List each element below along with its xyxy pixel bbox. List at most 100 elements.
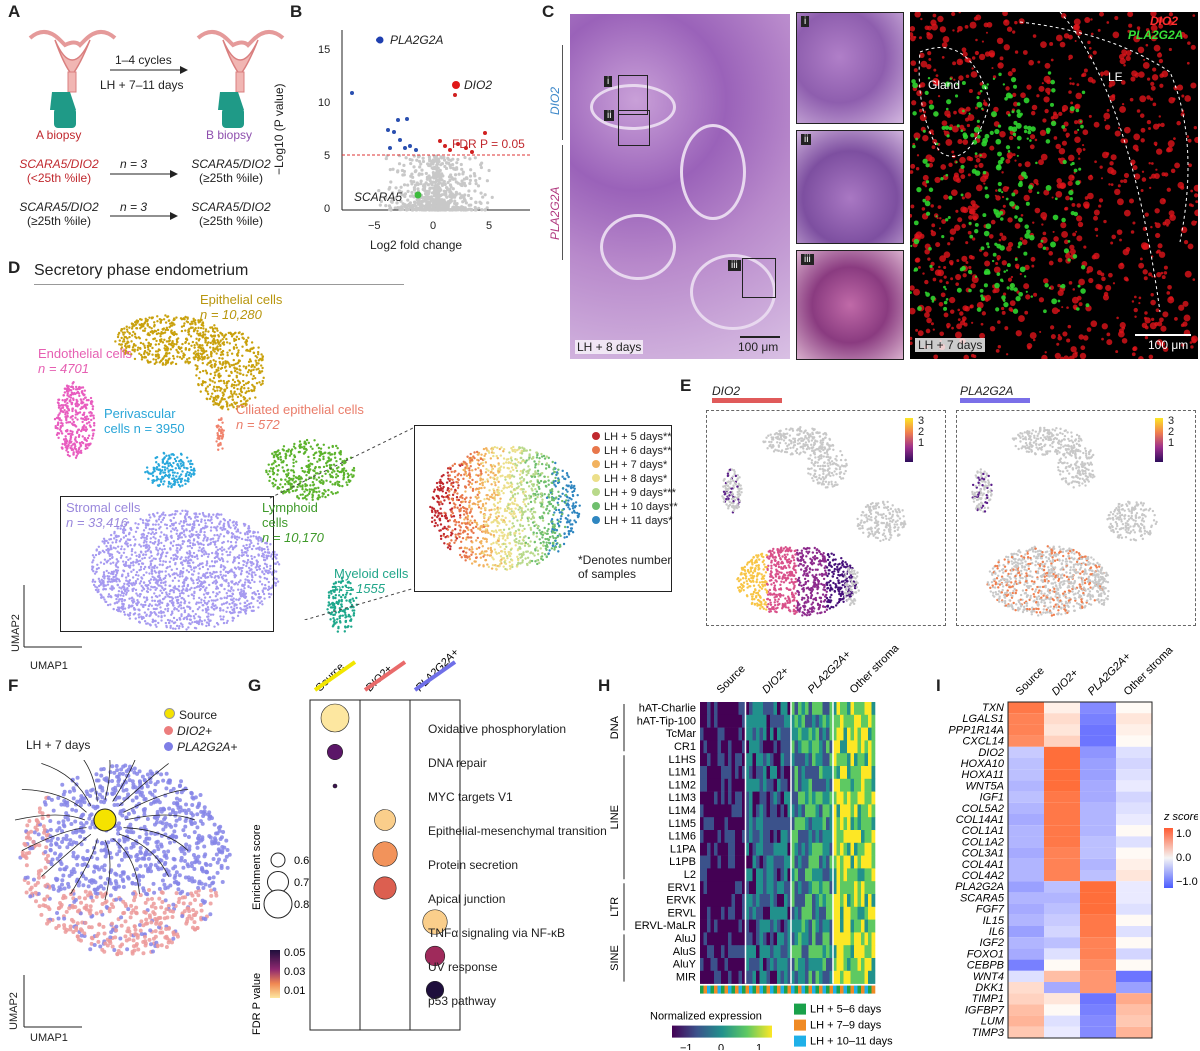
umap-epithelial (164, 321, 168, 324)
umap-lymphoid (322, 457, 325, 461)
fluor-green-spot (1001, 295, 1006, 300)
umap-epithelial (169, 348, 173, 351)
fluor-red-spot (920, 60, 928, 68)
umap-perivascular (185, 456, 189, 459)
umap-lymphoid (287, 482, 290, 486)
umap-epithelial (184, 340, 188, 344)
fluor-red-spot (1152, 123, 1160, 130)
umap-endothelial (81, 390, 84, 393)
umap-epithelial (187, 342, 191, 345)
umap-epithelial (228, 349, 231, 352)
volcano-point (418, 165, 422, 169)
fluor-green-spot (1051, 88, 1056, 93)
umap-endothelial (81, 420, 84, 424)
umap-lymphoid (322, 455, 325, 459)
umap-endothelial (66, 414, 69, 418)
fluor-red-spot (1001, 195, 1005, 199)
umap-endothelial (60, 432, 64, 435)
fluor-red-spot (969, 304, 974, 309)
fluor-red-spot (1045, 87, 1051, 94)
umap-lymphoid (295, 476, 299, 480)
fluor-red-spot (1150, 24, 1158, 32)
volcano-point (459, 195, 463, 199)
volcano-point (428, 163, 432, 167)
fluor-red-spot (961, 47, 967, 53)
umap-lymphoid (285, 473, 288, 476)
zoom-box-ii (618, 110, 650, 146)
umap-epithelial (245, 403, 248, 406)
fluor-red-spot (1023, 283, 1030, 290)
fluor-red-spot (1106, 332, 1111, 337)
fluor-red-spot (983, 99, 986, 102)
fluor-red-spot (915, 328, 919, 332)
fluor-red-spot (962, 273, 967, 278)
umap-epithelial (215, 368, 218, 372)
volcano-point (449, 207, 453, 212)
umap-endothelial (72, 452, 75, 456)
volcano-point (487, 168, 491, 173)
umap-endothelial (66, 450, 70, 454)
volcano-point (442, 189, 446, 193)
fluor-red-spot (928, 162, 934, 168)
umap-stromal (115, 562, 118, 565)
fluor-red-spot (1024, 310, 1029, 315)
fluor-red-spot (1087, 192, 1094, 200)
fluor-red-spot (1058, 147, 1066, 155)
umap-epithelial (195, 368, 198, 371)
umap-endothelial (92, 417, 96, 420)
volcano-point (473, 208, 477, 212)
umap-lymphoid (299, 480, 302, 483)
umap-epithelial (154, 330, 158, 333)
umap-epithelial (242, 402, 245, 406)
fluor-green-spot (1011, 192, 1016, 197)
fluor-red-spot (1007, 217, 1013, 223)
fluor-red-spot (1001, 235, 1007, 241)
umap-lymphoid (305, 438, 309, 442)
umap-stromal (157, 621, 160, 625)
volcano-point (473, 174, 477, 178)
fluor-red-spot (920, 17, 923, 21)
umap-epithelial (236, 405, 239, 408)
fluor-red-spot (1041, 223, 1044, 226)
umap-epithelial (228, 395, 232, 398)
umap-endothelial (74, 456, 78, 459)
umap-endothelial (67, 395, 71, 398)
umap-lymphoid (294, 447, 297, 450)
fluor-red-spot (957, 217, 963, 223)
umap-endothelial (69, 437, 72, 441)
volcano-y-tick-10: 10 (318, 97, 331, 109)
umap-stromal (153, 576, 156, 580)
umap-lymphoid (316, 460, 319, 463)
umap-stromal (168, 565, 172, 568)
fluor-green-spot (943, 285, 946, 289)
fluor-green-spot (980, 296, 986, 302)
fluor-green-spot (1061, 124, 1066, 129)
umap-epithelial (203, 357, 206, 360)
fluor-red-spot (974, 154, 979, 158)
umap-lymphoid (345, 481, 348, 484)
umap-lymphoid (309, 468, 312, 471)
fluor-green-spot (1046, 130, 1050, 134)
umap-lymphoid (327, 446, 331, 449)
umap-perivascular (165, 454, 168, 457)
fluor-green-spot (1003, 270, 1006, 273)
umap-stromal (218, 547, 222, 551)
umap-perivascular (184, 474, 188, 478)
fluor-red-spot (1025, 294, 1031, 300)
fluor-red-spot (1034, 207, 1041, 214)
fluor-green-spot (960, 129, 964, 133)
fluor-red-spot (989, 325, 996, 332)
umap-epithelial (214, 360, 217, 363)
volcano-point (428, 176, 432, 180)
umap-epithelial (250, 347, 253, 350)
umap-lymphoid (276, 485, 280, 489)
fluor-scale: 100 μm (1148, 338, 1189, 352)
fluor-red-spot (1159, 317, 1164, 323)
fluor-green-spot (1017, 241, 1023, 246)
umap-epithelial (217, 342, 220, 345)
fluor-green-spot (996, 272, 1001, 276)
umap-perivascular (177, 466, 181, 470)
umap-endothelial (83, 393, 86, 396)
fluor-red-spot (1134, 295, 1137, 299)
umap-epithelial (210, 363, 213, 367)
